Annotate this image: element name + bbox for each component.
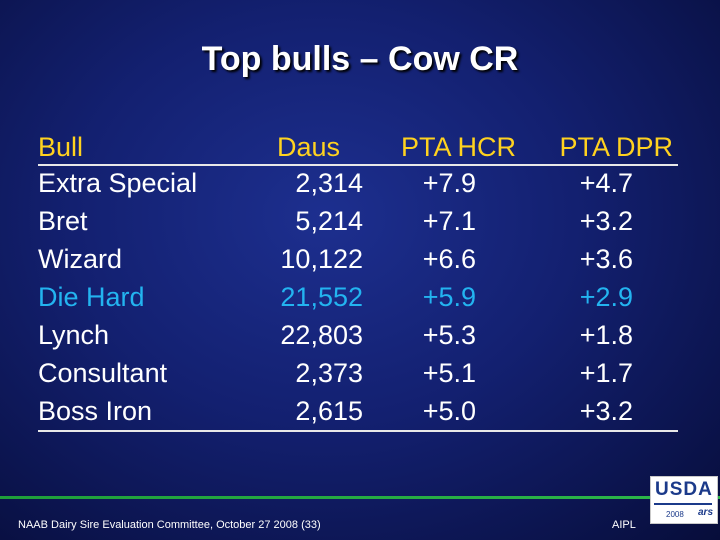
logo-bar (654, 503, 712, 505)
hcr-value: +5.9 (422, 282, 476, 312)
page-title: Top bulls – Cow CR (201, 40, 519, 78)
dpr-value: +3.6 (579, 244, 633, 274)
table-row: Boss Iron 2,615 +5.0 +3.2 (38, 396, 678, 434)
table-row: Extra Special 2,314 +7.9 +4.7 (38, 168, 678, 206)
ars-logo-text: ars (697, 507, 713, 518)
table-row: Lynch 22,803 +5.3 +1.8 (38, 320, 678, 358)
header-rule (38, 164, 678, 166)
table-row-highlighted: Die Hard 21,552 +5.9 +2.9 (38, 282, 678, 320)
daus-value: 22,803 (280, 320, 363, 350)
bull-name: Extra Special (38, 168, 198, 198)
hcr-value: +5.3 (422, 320, 476, 350)
hcr-value: +5.0 (422, 396, 476, 426)
hcr-value: +6.6 (422, 244, 476, 274)
bull-table: Bull Daus PTA HCR PTA DPR Extra Special … (38, 132, 678, 426)
daus-value: 2,615 (295, 396, 363, 426)
table-row: Wizard 10,122 +6.6 +3.6 (38, 244, 678, 282)
footer-citation: NAAB Dairy Sire Evaluation Committee, Oc… (18, 519, 321, 531)
bull-name: Lynch (38, 320, 110, 350)
daus-value: 2,373 (295, 358, 363, 388)
header-pta-dpr: PTA DPR (559, 132, 673, 162)
bull-name: Boss Iron (38, 396, 153, 426)
bull-name: Consultant (38, 358, 168, 388)
bull-name: Die Hard (38, 282, 145, 312)
daus-value: 5,214 (295, 206, 363, 236)
footer-rule (38, 430, 678, 432)
table-body: Extra Special 2,314 +7.9 +4.7 Bret 5,214… (38, 168, 678, 434)
bull-name: Wizard (38, 244, 123, 274)
dpr-value: +1.8 (579, 320, 633, 350)
dpr-value: +3.2 (579, 206, 633, 236)
daus-value: 10,122 (280, 244, 363, 274)
dpr-value: +2.9 (579, 282, 633, 312)
logo-text: USDA (655, 479, 713, 500)
table-row: Bret 5,214 +7.1 +3.2 (38, 206, 678, 244)
header-daus: Daus (276, 132, 340, 162)
hcr-value: +7.1 (422, 206, 476, 236)
daus-value: 21,552 (280, 282, 363, 312)
daus-value: 2,314 (295, 168, 363, 198)
table-row: Consultant 2,373 +5.1 +1.7 (38, 358, 678, 396)
dpr-value: +1.7 (579, 358, 633, 388)
header-pta-hcr: PTA HCR (400, 132, 516, 162)
footer-divider (0, 496, 720, 499)
header-bull: Bull (38, 132, 84, 162)
dpr-value: +3.2 (579, 396, 633, 426)
table-header: Bull Daus PTA HCR PTA DPR (38, 132, 678, 164)
usda-logo: USDA ars (650, 476, 718, 524)
hcr-value: +7.9 (422, 168, 476, 198)
dpr-value: +4.7 (579, 168, 633, 198)
footer-org: AIPL (612, 519, 636, 531)
hcr-value: +5.1 (422, 358, 476, 388)
logo-year: 2008 (666, 510, 684, 519)
bull-name: Bret (38, 206, 88, 236)
